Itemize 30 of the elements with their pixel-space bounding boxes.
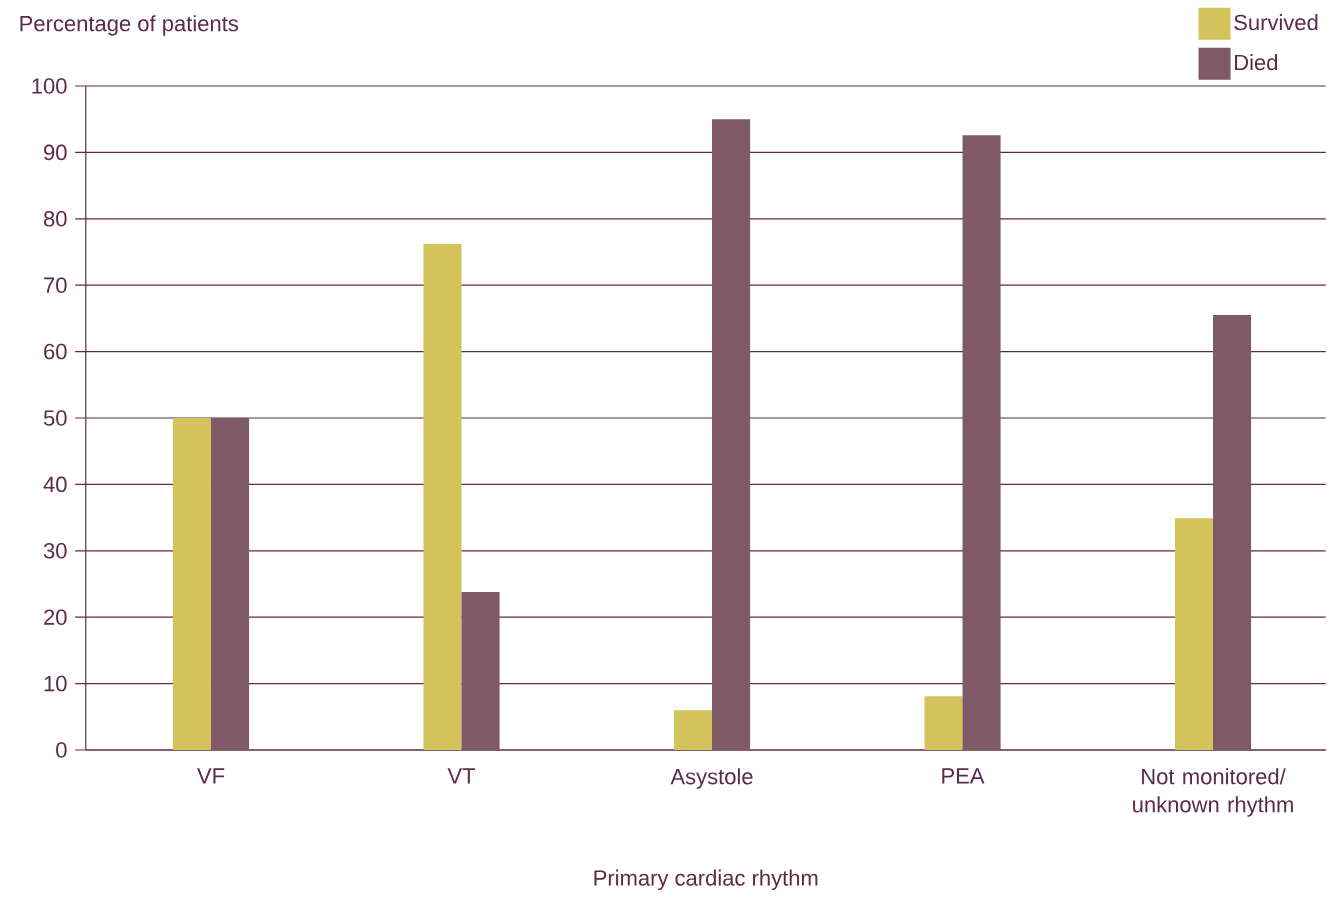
y-tick-label: 0 [56,742,67,758]
x-tick-label: VF [197,768,225,784]
y-axis-title: Percentage of patients [20,15,238,36]
y-tick-label: 90 [44,144,67,161]
bar [1213,315,1252,750]
y-tick-label: 80 [43,210,67,227]
bar [712,119,751,750]
legend-label: Survived [1234,14,1318,31]
y-tick-label: 50 [43,410,67,426]
x-tick-label: Not monitored/ unknown rhythm [1133,768,1293,817]
legend-label: Died [1235,54,1278,71]
x-tick-label: VT [447,768,476,784]
bar [1174,518,1214,750]
bar [962,135,1001,750]
bar [172,417,212,750]
y-tick-label: 10 [44,675,67,692]
y-tick-label: 100 [32,78,67,94]
y-tick-label: 60 [44,343,67,360]
bar [673,710,713,750]
y-tick-label: 30 [43,542,67,559]
x-tick-label: PEA [942,768,985,784]
x-axis-title: Primary cardiac rhythm [594,869,818,891]
y-tick-label: 40 [43,476,67,493]
y-tick-label: 70 [44,277,67,293]
x-tick-label: Asystole [670,768,753,789]
y-tick-label: 20 [44,609,67,625]
bar [423,244,462,750]
bar [461,591,500,750]
bar [924,696,963,750]
bar [211,417,250,750]
